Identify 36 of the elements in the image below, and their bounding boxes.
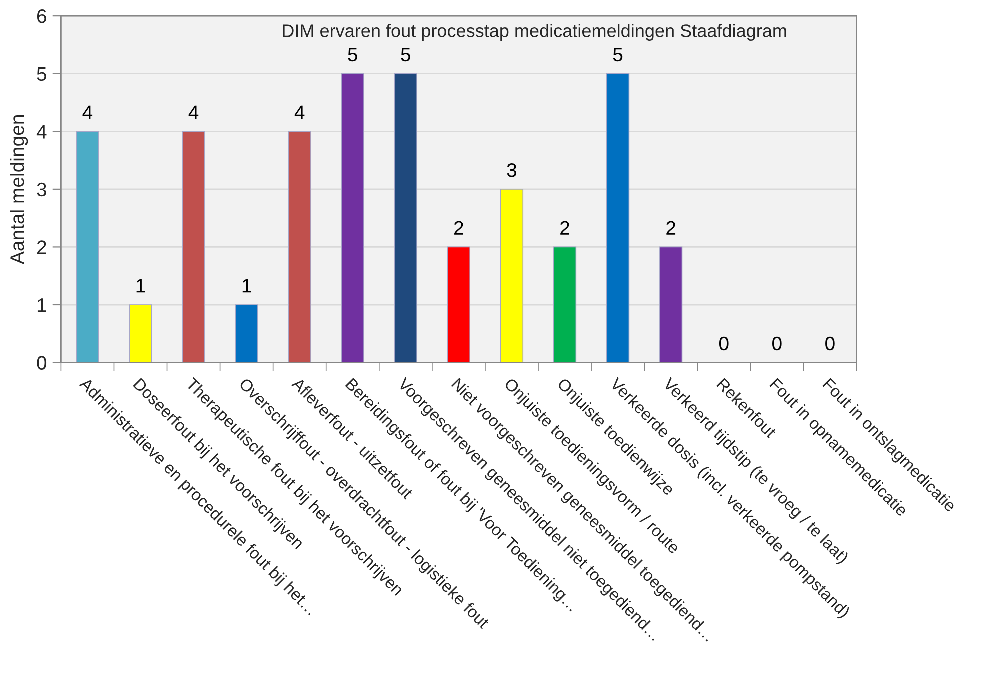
data-label: 4 [294, 106, 305, 120]
y-tick-label: 1 [38, 298, 46, 312]
bar [288, 131, 312, 363]
bar [394, 73, 418, 363]
y-tick-label: 3 [37, 182, 46, 197]
y-tick-label: 0 [37, 356, 47, 370]
bar [235, 304, 258, 363]
bar [76, 131, 100, 363]
y-tick-label: 4 [36, 125, 47, 139]
data-label: 3 [507, 163, 517, 178]
data-label: 0 [719, 336, 729, 351]
bar [500, 189, 524, 363]
bar [606, 73, 630, 363]
data-label: 2 [666, 221, 676, 235]
data-label: 2 [560, 221, 570, 235]
data-label: 4 [82, 106, 93, 120]
y-tick-label: 5 [37, 68, 46, 82]
data-label: 4 [188, 106, 199, 120]
chart-title: DIM ervaren fout processtap medicatiemeldingen Staafdiagram [283, 24, 786, 41]
data-label: 5 [348, 48, 358, 62]
data-label: 0 [826, 336, 835, 351]
data-label: 1 [136, 279, 146, 293]
bar [129, 304, 152, 363]
bar [660, 246, 683, 363]
y-tick-label: 6 [37, 10, 46, 24]
data-label: 2 [454, 221, 464, 235]
data-label: 5 [613, 48, 623, 62]
y-axis-title: Aantal meldingen [10, 116, 28, 265]
bar [553, 246, 577, 363]
bar [341, 73, 364, 363]
data-label: 1 [242, 279, 252, 293]
bar [182, 131, 206, 363]
bar [447, 246, 471, 363]
data-label: 5 [401, 48, 411, 62]
y-tick-label: 2 [37, 240, 46, 254]
data-label: 0 [772, 336, 782, 351]
